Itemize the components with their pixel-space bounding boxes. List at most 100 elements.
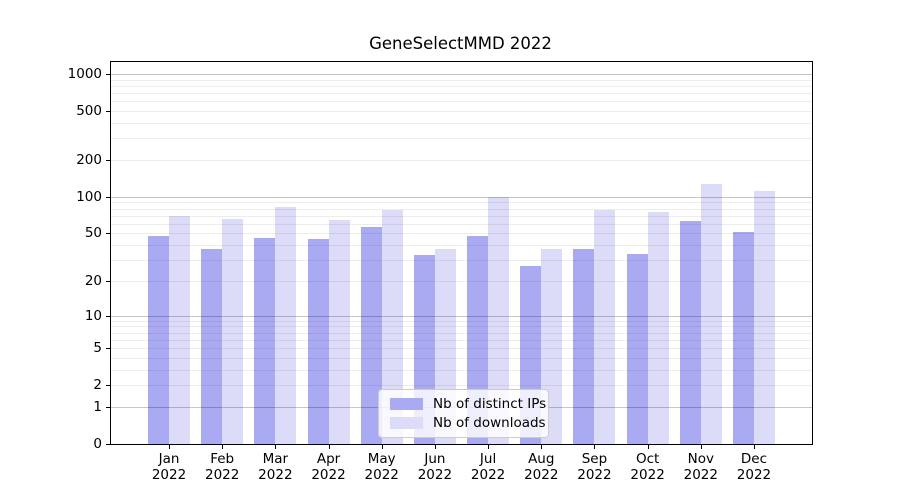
gridline-minor: [111, 260, 812, 262]
x-tick-label: Feb 2022: [204, 451, 240, 483]
x-tick: [434, 445, 436, 449]
x-tick: [222, 445, 224, 449]
bar-distinct-ips-mar-2022: [254, 237, 276, 444]
y-tick: [106, 111, 110, 113]
gridline-minor: [111, 348, 812, 350]
gridline-minor: [111, 79, 812, 81]
bar-distinct-ips-sep-2022: [573, 249, 595, 444]
y-tick: [106, 315, 110, 317]
bar-downloads-jan-2022: [169, 215, 190, 444]
x-tick: [700, 445, 702, 449]
bar-distinct-ips-apr-2022: [307, 238, 329, 444]
x-tick-label: May 2022: [364, 451, 399, 483]
x-tick-label: Mar 2022: [258, 451, 293, 483]
x-tick: [381, 445, 383, 449]
y-tick-label: 500: [76, 103, 102, 120]
chart-title: GeneSelectMMD 2022: [369, 34, 552, 53]
y-tick: [106, 385, 110, 387]
gridline-minor: [111, 339, 812, 341]
x-tick: [541, 445, 543, 449]
bar-downloads-oct-2022: [647, 212, 669, 444]
gridline-minor: [111, 93, 812, 95]
gridline-major: [111, 196, 812, 198]
y-tick: [106, 444, 110, 445]
gridline-minor: [111, 245, 812, 247]
x-tick: [488, 445, 490, 449]
bar-downloads-nov-2022: [700, 183, 722, 444]
gridline-minor: [111, 223, 812, 225]
gridline-minor: [111, 369, 812, 371]
x-tick-label: Jul 2022: [470, 451, 506, 483]
legend-label: Nb of downloads: [433, 415, 546, 431]
bar-downloads-mar-2022: [275, 206, 297, 444]
y-tick: [106, 196, 110, 198]
x-tick-label: Aug 2022: [524, 451, 559, 483]
gridline-minor: [111, 85, 812, 87]
y-tick: [106, 406, 110, 408]
legend-item: Nb of distinct IPs: [390, 396, 546, 412]
x-tick-label: Nov 2022: [683, 451, 718, 483]
x-tick: [275, 445, 277, 449]
bar-downloads-feb-2022: [222, 218, 244, 444]
gridline-minor: [111, 326, 812, 328]
gridline-minor: [111, 233, 812, 235]
y-tick-label: 1000: [67, 66, 102, 83]
bar-distinct-ips-nov-2022: [679, 221, 701, 444]
bar-downloads-jul-2022: [488, 196, 510, 444]
y-tick-label: 10: [84, 307, 102, 324]
y-tick-label: 2: [93, 377, 102, 394]
gridline-minor: [111, 357, 812, 359]
plot-area: [110, 61, 813, 445]
y-tick-label: 0: [93, 436, 102, 452]
x-tick-label: Jan 2022: [151, 451, 187, 483]
x-tick: [753, 445, 755, 449]
x-tick: [594, 445, 596, 449]
legend: Nb of distinct IPs Nb of downloads: [378, 389, 549, 438]
gridline-minor: [111, 208, 812, 210]
bar-downloads-sep-2022: [594, 210, 616, 444]
x-tick-label: Apr 2022: [311, 451, 346, 483]
bar-downloads-apr-2022: [328, 220, 350, 444]
x-tick-label: Sep 2022: [577, 451, 612, 483]
gridline-minor: [111, 123, 812, 125]
y-tick: [106, 233, 110, 235]
x-tick: [328, 445, 330, 449]
x-tick-label: Dec 2022: [736, 451, 772, 483]
y-tick: [106, 280, 110, 282]
bar-distinct-ips-jan-2022: [148, 235, 169, 444]
y-tick-label: 50: [84, 225, 102, 242]
gridline-minor: [111, 332, 812, 334]
y-tick: [106, 348, 110, 350]
bar-distinct-ips-dec-2022: [732, 232, 754, 444]
y-tick-label: 5: [93, 340, 102, 357]
x-tick-label: Jun 2022: [417, 451, 453, 483]
gridline-major: [111, 315, 812, 317]
legend-label: Nb of distinct IPs: [433, 396, 547, 412]
gridline-major: [111, 74, 812, 76]
bar-downloads-may-2022: [381, 210, 403, 444]
bar-distinct-ips-may-2022: [360, 226, 382, 444]
gridline-minor: [111, 101, 812, 103]
legend-item: Nb of downloads: [390, 415, 546, 431]
legend-swatch-nb-of-downloads: [390, 417, 423, 429]
y-tick-label: 1: [93, 398, 102, 415]
y-tick: [106, 160, 110, 162]
y-tick-label: 200: [76, 152, 102, 169]
gridline-minor: [111, 111, 812, 113]
bar-distinct-ips-feb-2022: [201, 249, 223, 444]
gridline-minor: [111, 160, 812, 162]
y-tick: [106, 74, 110, 76]
gridline-minor: [111, 385, 812, 387]
gridline-minor: [111, 138, 812, 140]
x-tick-label: Oct 2022: [630, 451, 665, 483]
gridline-minor: [111, 215, 812, 217]
x-tick: [647, 445, 649, 449]
bar-downloads-dec-2022: [753, 190, 775, 444]
y-tick-label: 100: [76, 188, 102, 205]
gridline-minor: [111, 320, 812, 322]
legend-swatch-nb-of-distinct-ips: [390, 398, 423, 410]
gridline-minor: [111, 280, 812, 282]
x-tick: [169, 445, 170, 449]
y-tick-label: 20: [84, 272, 102, 289]
